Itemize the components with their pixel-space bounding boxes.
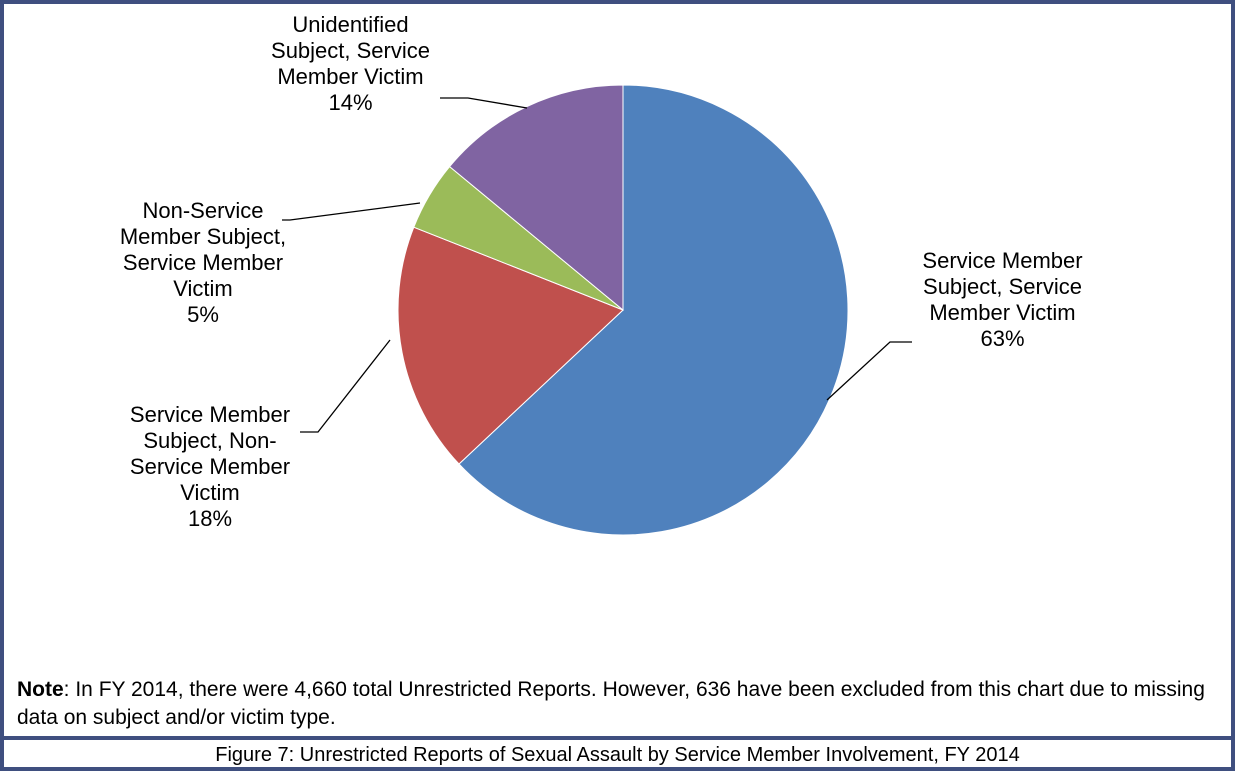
value-label: 18% xyxy=(187,506,233,531)
slice xyxy=(458,84,849,536)
leader-line xyxy=(440,97,528,109)
caption: Figure 7: Unrestricted Reports of Sexual… xyxy=(215,744,1020,766)
leader-line xyxy=(826,341,912,401)
value-label: 14% xyxy=(328,90,373,115)
leader-lines xyxy=(282,97,912,433)
category-label: Non-Service Member Subject, Service Memb… xyxy=(119,198,287,301)
value-label: 5% xyxy=(187,302,219,327)
note: Note: In FY 2014, there were 4,660 total… xyxy=(17,676,1217,732)
separator xyxy=(0,736,1235,740)
chart xyxy=(282,84,912,536)
category-label: Service Member Subject, Non-Service Memb… xyxy=(129,402,291,505)
slice xyxy=(448,84,624,312)
slice-label: Non-Service Member Subject, Service Memb… xyxy=(118,198,288,328)
value-label: 63% xyxy=(980,326,1025,351)
category-label: Unidentified Subject, Service Member Vic… xyxy=(271,12,430,89)
note-label: Note xyxy=(17,678,64,701)
slice xyxy=(397,226,624,465)
note-text: : In FY 2014, there were 4,660 total Unr… xyxy=(17,678,1205,729)
pie xyxy=(397,84,849,536)
leader-line xyxy=(282,202,421,221)
slice-label: Service Member Subject, Service Member V… xyxy=(905,248,1100,352)
slice-label: Service Member Subject, Non-Service Memb… xyxy=(115,402,305,532)
leader-line xyxy=(300,339,391,433)
slice-label: Unidentified Subject, Service Member Vic… xyxy=(258,12,443,116)
category-label: Service Member Subject, Service Member V… xyxy=(922,248,1083,325)
